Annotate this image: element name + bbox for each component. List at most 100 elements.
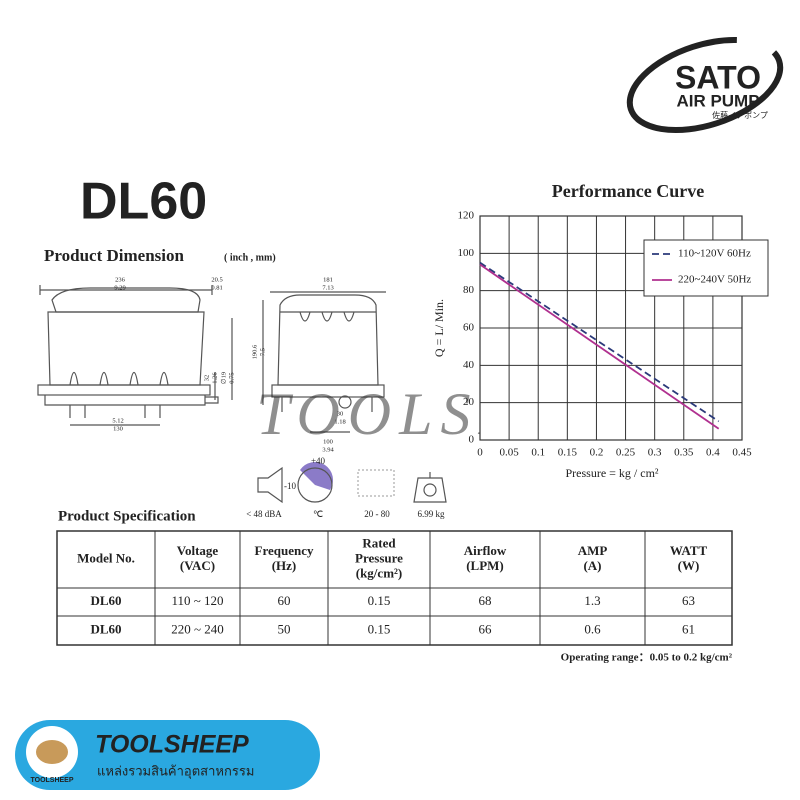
footer-pill [15,720,320,790]
table-header: WATT [670,543,708,558]
dimension-label: 236 [115,276,126,283]
pump-ribs [69,371,169,386]
dimension-label: 7.5 [259,348,266,356]
logo-swoosh [626,36,784,134]
footer-tagline: แหล่งรวมสินค้าอุตสาหกรรม [97,763,254,779]
series-line [479,261,720,423]
spec-table: Model No. Voltage(VAC) Frequency(Hz) RatedP… [56,530,733,646]
dimension-label: 3.94 [322,446,334,453]
pump-top [51,287,201,313]
table-header: AMP [578,543,608,558]
temp-max-label: +40 [311,456,326,466]
side-dimension-lines [262,291,386,433]
table-cell: 63 [682,593,695,608]
y-tick-label: 120 [458,210,475,222]
table-header: Model No. [77,550,135,565]
table-header: (A) [583,558,601,573]
y-tick-label: 0 [469,434,475,446]
table-cell: 50 [278,621,291,636]
footer: TOOLSHEEP TOOLSHEEP แหล่งรวมสินค้าอุตสาห… [15,720,320,790]
table-cell: 60 [278,593,291,608]
dimension-label: 0.75 [228,372,235,383]
table-cell: 0.15 [368,593,391,608]
dimension-label: 100 [323,438,333,445]
spec-title: Product Specification [58,508,196,524]
x-tick-label: 0.15 [558,447,578,459]
legend-label: 110~120V 60Hz [678,248,751,260]
footer-brand: TOOLSHEEP [95,731,249,759]
x-tick-label: 0.4 [706,447,720,459]
x-tick-label: 0.45 [732,447,752,459]
table-cell: 68 [479,593,492,608]
table-cell: 1.3 [584,593,600,608]
dimension-label: 0.81 [211,284,222,291]
table-cell: 220 ~ 240 [171,621,224,636]
y-tick-label: 80 [463,284,475,296]
table-cell: 0.6 [584,621,601,636]
table-cell: 66 [479,621,493,636]
legend-box [643,239,769,297]
dimension-label: 1.18 [334,418,345,425]
sheep-icon [36,740,68,764]
dimension-label: 181 [323,276,333,283]
front-view [37,285,233,426]
weight-icon [413,472,447,503]
x-tick-label: 0.1 [531,447,545,459]
model-title: DL60 [80,173,207,231]
dimension-label: 30 [337,410,344,417]
side-base [271,384,385,398]
weight-dial [423,483,437,497]
table-header: (W) [678,558,700,573]
pump-body [47,311,205,386]
temp-min-label: -10 [284,481,296,491]
dimension-label: 5.12 [112,417,123,424]
dimension-label: 9.29 [114,284,125,291]
side-view [262,291,386,433]
series-line [479,263,720,430]
logo-line: AIR PUMP [676,91,759,110]
table-header: Pressure [355,550,403,565]
side-body [277,294,379,386]
table-header: Rated [362,535,396,550]
humidity-label: 20 - 80 [364,509,390,519]
dimension-label: 7.13 [322,284,333,291]
pump-base [37,384,211,396]
logo-japanese: 佐藤イアポンプ [712,110,768,120]
table-cell: 110 ~ 120 [171,593,223,608]
pump-feet [44,395,219,418]
temp-icon [297,467,333,503]
dimension-units: ( inch , mm) [224,252,276,263]
table-cell: DL60 [90,621,121,636]
spec-icons: < 48 dBA +40 -10 ℃ 20 - 80 6.99 kg [246,456,447,519]
dimension-label: 1.26 [211,372,218,384]
dimension-label: 190.6 [251,344,258,359]
dimension-label: 20.5 [211,276,222,283]
table-cell: 0.15 [368,621,391,636]
y-tick-label: 20 [463,396,475,408]
dimension-label: 130 [113,425,123,432]
logo: SATO AIR PUMP 佐藤イアポンプ [626,36,784,134]
legend-label: 220~240V 50Hz [678,274,751,286]
y-tick-label: 100 [458,247,475,259]
weight-label: 6.99 kg [418,509,446,519]
chart: 0 20 40 60 80 100 120 0 0.05 0.1 0.15 0.2 0.25 0.3 0.3… [458,210,769,459]
badge-text: TOOLSHEEP [30,777,73,784]
side-ribs [280,311,376,322]
table-header: (VAC) [180,558,215,573]
table-header: (Hz) [272,558,297,573]
y-tick-label: 40 [463,359,475,371]
x-tick-label: 0.2 [590,447,604,459]
table-header: (LPM) [466,558,504,573]
humidity-icon [357,469,395,497]
dimension-label: ∅19 [220,372,227,384]
dimension-lines [39,285,233,426]
table-header: (kg/cm²) [356,565,403,580]
dimension-title: Product Dimension [44,246,184,265]
noise-label: < 48 dBA [246,509,282,519]
x-tick-label: 0.35 [674,447,694,459]
table-header: Voltage [177,543,219,558]
logo-brand: SATO [675,59,761,95]
chart-title: Performance Curve [552,181,704,201]
